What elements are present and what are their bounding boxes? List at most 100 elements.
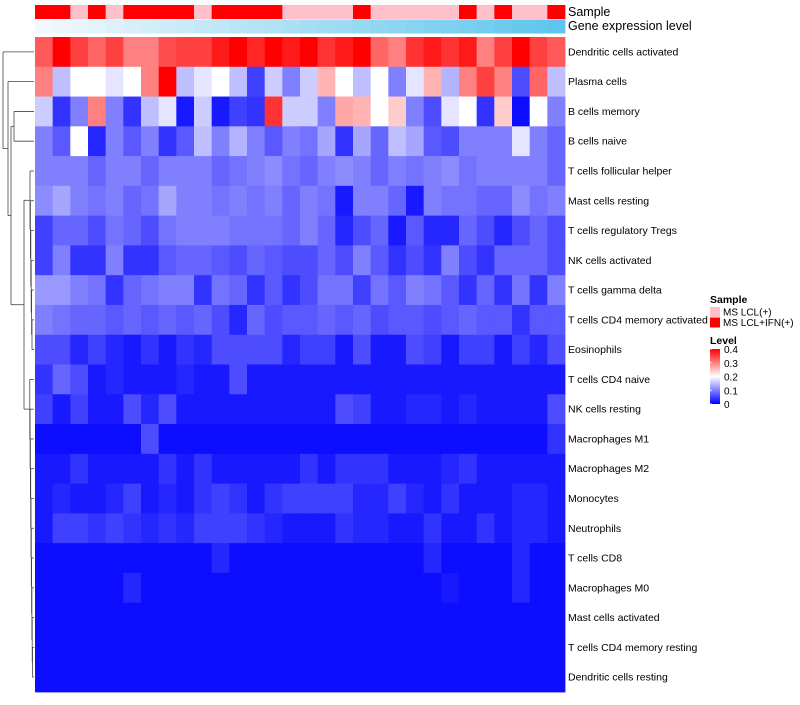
- heatmap-cell: [406, 185, 425, 217]
- heatmap-cell: [158, 334, 177, 365]
- heatmap-cell: [141, 304, 160, 336]
- heatmap-cell: [194, 66, 213, 97]
- row-label: Dendritic cells activated: [568, 46, 678, 58]
- heatmap-cell: [70, 245, 89, 276]
- heatmap-cell: [353, 245, 372, 276]
- heatmap-cell: [123, 602, 142, 633]
- heatmap-cell: [282, 453, 301, 484]
- heatmap-cell: [194, 126, 213, 157]
- heatmap-cell: [547, 513, 566, 544]
- heatmap-cell: [370, 424, 389, 455]
- heatmap-cell: [300, 96, 319, 127]
- heatmap-cell: [335, 513, 354, 544]
- heatmap-cell: [388, 215, 407, 246]
- heatmap-cell: [35, 37, 54, 68]
- heatmap-cell: [35, 245, 54, 276]
- heatmap-cell: [247, 37, 266, 68]
- heatmap-cell: [370, 304, 389, 336]
- heatmap-cells: [35, 37, 566, 693]
- heatmap-cell: [194, 156, 213, 187]
- expression-annotation-cell: [35, 19, 54, 34]
- heatmap-cell: [211, 215, 230, 246]
- heatmap-cell: [441, 572, 460, 604]
- heatmap-cell: [264, 275, 283, 306]
- heatmap-cell: [459, 304, 478, 336]
- heatmap-cell: [459, 37, 478, 68]
- heatmap-cell: [529, 275, 548, 306]
- heatmap-cell: [335, 126, 354, 157]
- heatmap-cell: [88, 394, 107, 425]
- heatmap-cell: [317, 394, 336, 425]
- heatmap-cell: [141, 543, 160, 574]
- heatmap-cell: [406, 424, 425, 455]
- heatmap-cell: [423, 543, 442, 574]
- heatmap-cell: [512, 424, 531, 455]
- heatmap-cell: [70, 215, 89, 246]
- heatmap-cell: [547, 334, 566, 365]
- heatmap-cell: [247, 364, 266, 395]
- heatmap-cell: [158, 543, 177, 574]
- heatmap-cell: [494, 245, 513, 276]
- heatmap-cell: [512, 572, 531, 604]
- heatmap-cell: [194, 394, 213, 425]
- level-legend-tick-label: 0: [724, 400, 730, 411]
- heatmap-cell: [141, 156, 160, 187]
- heatmap-cell: [353, 632, 372, 663]
- heatmap-cell: [123, 632, 142, 663]
- heatmap-cell: [282, 334, 301, 365]
- heatmap-cell: [194, 185, 213, 217]
- heatmap-cell: [52, 156, 71, 187]
- heatmap-cell: [52, 66, 71, 97]
- heatmap-cell: [529, 394, 548, 425]
- sample-annotation-cell: [406, 5, 425, 19]
- heatmap-cell: [264, 662, 283, 693]
- heatmap-cell: [300, 572, 319, 604]
- heatmap-cell: [512, 245, 531, 276]
- heatmap-cell: [158, 37, 177, 68]
- heatmap-cell: [70, 364, 89, 395]
- heatmap-cell: [459, 394, 478, 425]
- heatmap-cell: [353, 543, 372, 574]
- heatmap-cell: [335, 543, 354, 574]
- heatmap-cell: [388, 156, 407, 187]
- heatmap-cell: [335, 483, 354, 514]
- heatmap-cell: [158, 572, 177, 604]
- heatmap-cell: [176, 394, 195, 425]
- heatmap-cell: [529, 37, 548, 68]
- heatmap-cell: [317, 37, 336, 68]
- heatmap-cell: [547, 66, 566, 97]
- heatmap-cell: [300, 156, 319, 187]
- heatmap-cell: [529, 662, 548, 693]
- heatmap-cell: [105, 304, 124, 336]
- heatmap-cell: [264, 632, 283, 663]
- heatmap-cell: [441, 662, 460, 693]
- heatmap-cell: [388, 453, 407, 484]
- heatmap-cell: [35, 483, 54, 514]
- heatmap-cell: [247, 513, 266, 544]
- heatmap-cell: [300, 662, 319, 693]
- heatmap-cell: [406, 96, 425, 127]
- heatmap-cell: [141, 483, 160, 514]
- row-label: B cells naive: [568, 136, 627, 148]
- heatmap-cell: [123, 483, 142, 514]
- heatmap-cell: [247, 334, 266, 365]
- heatmap-cell: [88, 602, 107, 633]
- heatmap-cell: [512, 632, 531, 663]
- expression-annotation-cell: [88, 19, 107, 34]
- sample-annotation-cell: [282, 5, 301, 19]
- heatmap-cell: [70, 126, 89, 157]
- sample-annotation-cell: [512, 5, 531, 19]
- heatmap-cell: [317, 185, 336, 217]
- level-legend-tick-label: 0.4: [724, 345, 738, 356]
- sample-annotation-cell: [141, 5, 160, 19]
- heatmap-cell: [229, 66, 248, 97]
- row-labels: Dendritic cells activated Plasma cells B c…: [568, 46, 708, 683]
- heatmap-cell: [353, 572, 372, 604]
- heatmap-cell: [264, 156, 283, 187]
- heatmap-cell: [494, 543, 513, 574]
- heatmap-cell: [70, 453, 89, 484]
- heatmap-cell: [406, 572, 425, 604]
- expression-annotation-cell: [70, 19, 89, 34]
- heatmap-cell: [441, 66, 460, 97]
